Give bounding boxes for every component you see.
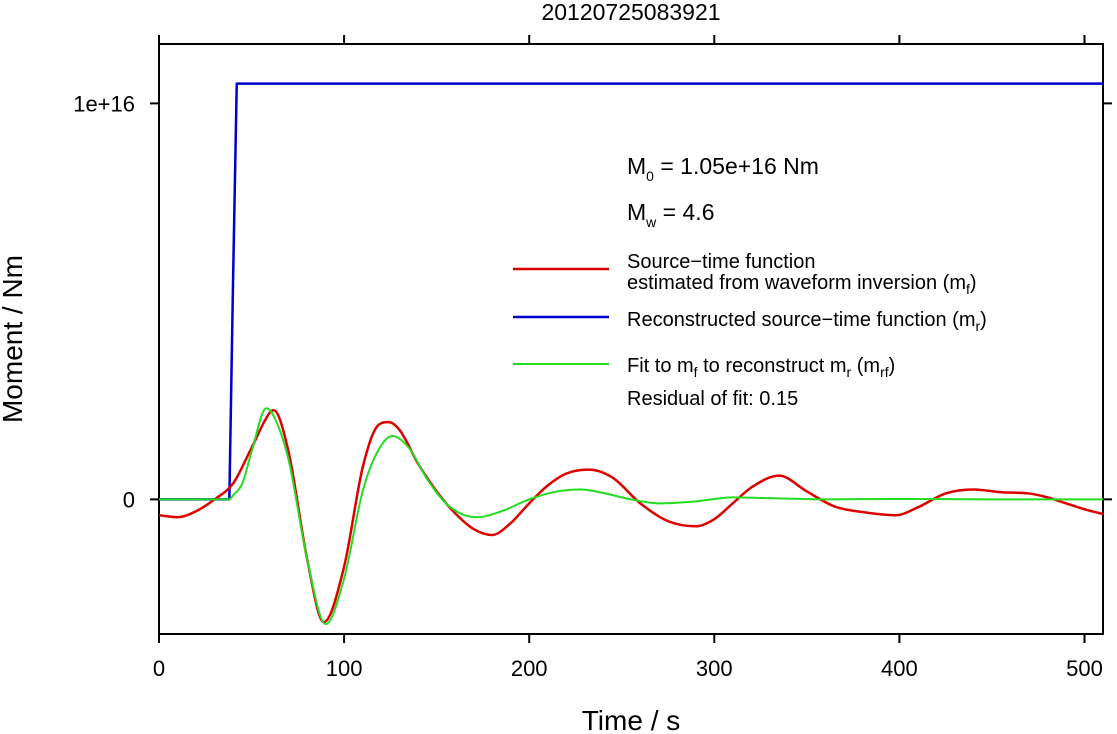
x-tick-labels: 0 100 200 300 400 500 bbox=[153, 656, 1103, 681]
y-axis-label: Moment / Nm bbox=[0, 255, 28, 423]
x-tick-label: 500 bbox=[1066, 656, 1103, 681]
y-tick-labels: 0 1e+16 bbox=[73, 91, 135, 512]
x-tick-label: 400 bbox=[881, 656, 918, 681]
series-estimated-stf bbox=[158, 409, 1104, 624]
legend-label-green: Fit to mf to reconstruct mr (mrf) bbox=[627, 355, 895, 380]
x-axis-label: Time / s bbox=[582, 705, 681, 734]
series-fit-stf bbox=[159, 407, 1103, 626]
chart-title: 20120725083921 bbox=[541, 0, 720, 25]
legend-label-red-2: estimated from waveform inversion (mf) bbox=[627, 272, 977, 297]
m0-annotation: M0 = 1.05e+16 Nm bbox=[627, 153, 819, 184]
y-ticks bbox=[150, 102, 1112, 501]
legend: Source−time function estimated from wave… bbox=[513, 251, 987, 410]
x-tick-label: 100 bbox=[326, 656, 363, 681]
mw-annotation: Mw = 4.6 bbox=[627, 199, 714, 230]
y-tick-label: 0 bbox=[123, 487, 135, 512]
legend-label-red-1: Source−time function bbox=[627, 251, 815, 273]
x-ticks bbox=[158, 35, 1086, 643]
series-layer bbox=[158, 82, 1104, 626]
legend-label-blue: Reconstructed source−time function (mr) bbox=[627, 309, 987, 334]
plot-frame bbox=[158, 43, 1104, 635]
x-tick-label: 0 bbox=[153, 656, 165, 681]
y-tick-label: 1e+16 bbox=[73, 91, 135, 116]
residual-annotation: Residual of fit: 0.15 bbox=[627, 388, 798, 410]
x-tick-label: 300 bbox=[696, 656, 733, 681]
x-tick-label: 200 bbox=[511, 656, 548, 681]
